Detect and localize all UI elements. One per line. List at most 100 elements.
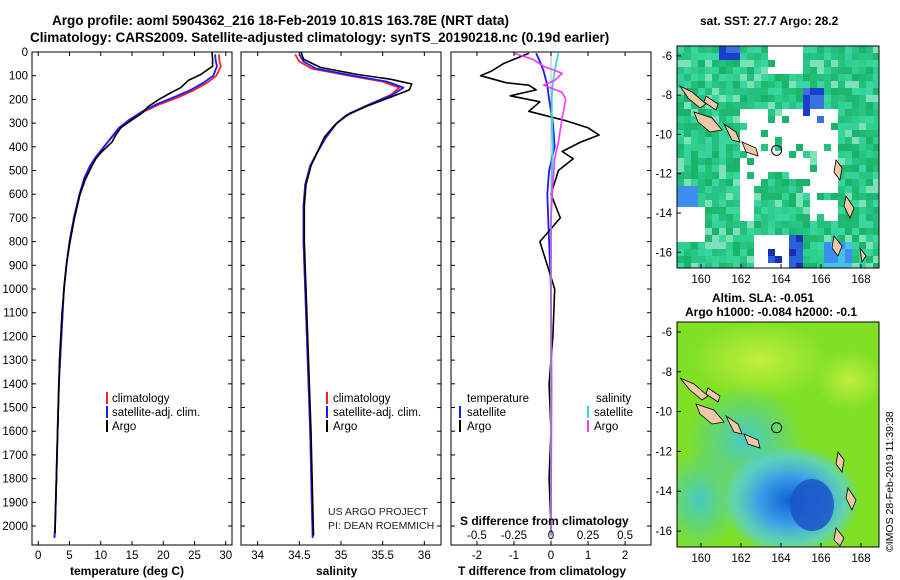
temperature-panel-frame	[31, 51, 233, 546]
legend-label-satellite: satellite-adj. clim.	[112, 407, 200, 419]
sst-cell	[684, 179, 691, 186]
sst-cell	[859, 53, 866, 60]
sst-cell	[726, 102, 733, 109]
sst-cell	[754, 228, 761, 235]
sst-cell	[719, 249, 726, 256]
sst-cell	[705, 193, 712, 200]
sst-cell	[845, 179, 852, 186]
sst-cell	[845, 53, 852, 60]
sst-cell	[677, 165, 684, 172]
sst-cell	[726, 228, 733, 235]
sst-cell	[810, 53, 817, 60]
sst-cell	[782, 88, 789, 95]
sst-cell	[775, 88, 782, 95]
sst-cell	[831, 60, 838, 67]
sst-cell	[705, 221, 712, 228]
sst-cell	[684, 263, 691, 268]
sst-cell	[747, 249, 754, 256]
sst-cell	[824, 46, 831, 53]
sst-cell	[810, 60, 817, 67]
argo-float-marker	[771, 144, 783, 156]
sst-cell	[698, 74, 705, 81]
sst-cell	[684, 242, 691, 249]
sst-cell	[838, 172, 845, 179]
sla-map	[677, 322, 879, 547]
depth-tick-label: 1400	[2, 379, 28, 391]
map-y-tick-label: -8	[662, 367, 672, 379]
depth-tick-label: 300	[9, 118, 28, 130]
sst-cell	[705, 214, 712, 221]
sst-cell	[845, 60, 852, 67]
sst-cell	[684, 200, 691, 207]
sst-cell	[677, 130, 684, 137]
sst-cell	[866, 221, 873, 228]
sst-cell	[782, 221, 789, 228]
sst-cell	[698, 88, 705, 95]
sst-cell	[866, 242, 873, 249]
sst-cell	[747, 172, 754, 179]
sst-cell	[866, 116, 873, 123]
map-x-tick-label: 168	[851, 274, 870, 286]
depth-tick-label: 1900	[2, 497, 28, 509]
sst-cell	[712, 53, 719, 60]
sst-cell	[747, 256, 754, 263]
sst-cell	[859, 193, 866, 200]
sst-cell	[726, 200, 733, 207]
sst-cell	[677, 95, 684, 102]
sst-cell	[873, 214, 879, 221]
x-tick-label: 30	[219, 550, 232, 562]
legend-label-argo: Argo	[112, 421, 136, 433]
sst-cell	[733, 67, 740, 74]
sst-cell	[712, 179, 719, 186]
sst-cell	[726, 249, 733, 256]
sst-cell	[754, 81, 761, 88]
sst-cell	[796, 95, 803, 102]
sst-cell	[845, 228, 852, 235]
depth-tick-label: 1100	[3, 308, 28, 320]
sst-cell	[859, 186, 866, 193]
sst-cell	[803, 60, 810, 67]
sst-cell	[866, 179, 873, 186]
sst-cell	[859, 263, 866, 268]
sst-cell	[698, 81, 705, 88]
salinity-x-axis: 34 34.5 35 35.5 36	[251, 52, 431, 562]
sst-cell	[852, 102, 859, 109]
sst-cell	[684, 60, 691, 67]
sst-cell	[768, 186, 775, 193]
sst-cell	[684, 67, 691, 74]
sst-cell	[733, 228, 740, 235]
sst-cell	[873, 67, 879, 74]
sst-cell	[824, 256, 831, 263]
sst-cell	[768, 81, 775, 88]
sst-cell	[684, 53, 691, 60]
sst-cell	[761, 74, 768, 81]
sst-cell	[691, 88, 698, 95]
sst-cell	[852, 130, 859, 137]
sst-cell	[712, 130, 719, 137]
sst-cell	[782, 200, 789, 207]
sst-cell	[803, 207, 810, 214]
sst-cell	[845, 88, 852, 95]
map-x-tick-label: 162	[731, 274, 750, 286]
sst-cell	[719, 46, 726, 53]
sst-cell	[852, 200, 859, 207]
sst-cell	[719, 53, 726, 60]
sst-cell	[852, 263, 859, 268]
sst-cell	[796, 74, 803, 81]
sst-cell	[740, 228, 747, 235]
sst-cell	[789, 214, 796, 221]
sst-map-title: sat. SST: 27.7 Argo: 28.2	[700, 14, 839, 28]
sst-cell	[726, 207, 733, 214]
sst-cell	[838, 67, 845, 74]
sst-cell	[831, 123, 838, 130]
difference-x-axis: -2 -1 0 1 2 -0.5 -0.25 0 0.25 0.5	[467, 52, 633, 562]
imos-credit: ©IMOS 28-Feb-2019 11:39:38	[884, 411, 896, 552]
sst-cell	[698, 130, 705, 137]
sst-cell	[712, 88, 719, 95]
sst-cell	[726, 193, 733, 200]
sst-cell	[845, 235, 852, 242]
sst-cell	[740, 46, 747, 53]
sst-cell	[677, 109, 684, 116]
sst-cell	[873, 228, 879, 235]
sst-cell	[866, 53, 873, 60]
